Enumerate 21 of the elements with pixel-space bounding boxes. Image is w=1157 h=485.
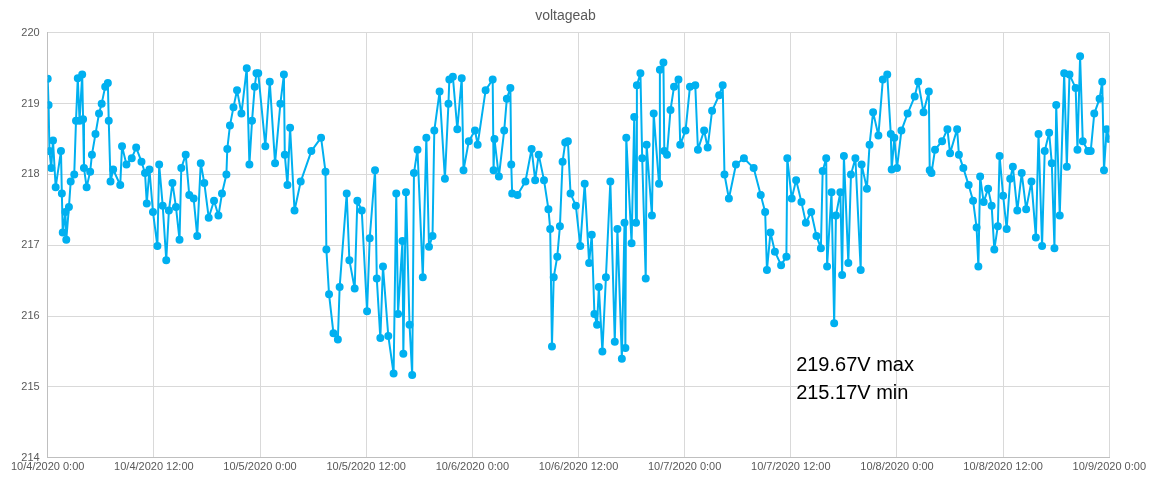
x-tick-label: 10/7/2020 12:00: [751, 460, 831, 473]
x-tick-label: 10/4/2020 0:00: [11, 460, 85, 473]
y-tick-label: 219: [21, 96, 40, 109]
x-tick-label: 10/5/2020 12:00: [326, 460, 406, 473]
y-tick-label: 214: [21, 450, 40, 463]
x-tick-label: 10/6/2020 12:00: [538, 460, 619, 473]
x-tick-label: 10/8/2020 12:00: [963, 460, 1043, 473]
annotation: 215.17V min: [796, 380, 909, 403]
y-tick-label: 216: [21, 309, 40, 322]
x-tick-label: 10/7/2020 0:00: [647, 460, 722, 473]
x-tick-label: 10/9/2020 0:00: [1072, 460, 1146, 473]
chart-title: voltageab: [535, 7, 597, 24]
y-tick-label: 217: [21, 238, 40, 251]
y-tick-label: 220: [21, 25, 40, 38]
y-tick-label: 218: [21, 167, 40, 180]
x-tick-label: 10/4/2020 12:00: [114, 460, 194, 473]
annotation: 219.67V max: [796, 352, 914, 375]
x-tick-label: 10/5/2020 0:00: [223, 460, 297, 473]
x-tick-label: 10/8/2020 0:00: [860, 460, 934, 473]
x-tick-label: 10/6/2020 0:00: [435, 460, 510, 473]
y-tick-label: 215: [21, 380, 40, 392]
